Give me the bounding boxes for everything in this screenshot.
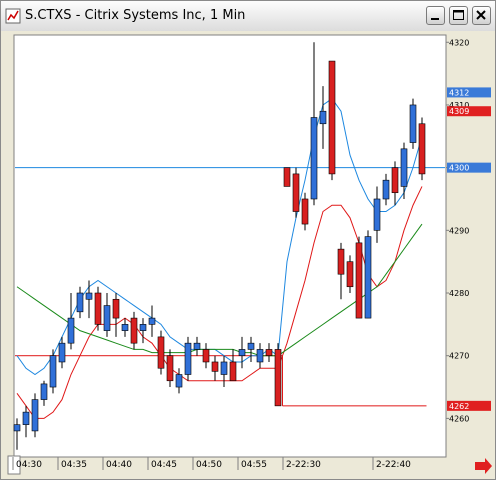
candle-body xyxy=(148,317,156,325)
maximize-button[interactable] xyxy=(449,6,468,25)
candle-body xyxy=(337,248,345,275)
candle-body xyxy=(112,298,120,319)
candle-body xyxy=(94,292,102,325)
candle-body xyxy=(184,342,192,375)
candle-body xyxy=(328,60,336,175)
candle-body xyxy=(49,355,57,388)
x-tick-label: 04:35 xyxy=(61,460,87,470)
candle-body xyxy=(175,374,183,388)
candle-body xyxy=(301,198,309,225)
candle-body xyxy=(400,148,408,187)
window-title: S.CTXS - Citrix Systems Inc, 1 Min xyxy=(25,8,246,23)
candle-body xyxy=(310,117,318,200)
candle-body xyxy=(13,424,21,432)
candle-body xyxy=(130,317,138,344)
candle-body xyxy=(283,167,291,187)
scroll-box[interactable] xyxy=(7,455,21,475)
candle-body xyxy=(103,305,111,331)
candle-body xyxy=(193,342,201,350)
window-icon xyxy=(5,8,21,24)
candle-body xyxy=(166,355,174,382)
price-marker-box xyxy=(447,106,491,117)
candle-body xyxy=(67,317,75,344)
candle-body xyxy=(256,349,264,363)
candle-body xyxy=(373,198,381,231)
x-tick-label: 04:55 xyxy=(241,460,267,470)
price-marker-label: 4300 xyxy=(449,164,469,173)
indicator-line xyxy=(16,186,423,419)
title-bar: S.CTXS - Citrix Systems Inc, 1 Min xyxy=(1,1,495,31)
candle-body xyxy=(355,242,363,319)
y-tick-label: 4290 xyxy=(449,226,469,235)
x-tick-label: 2-22:30 xyxy=(286,460,321,470)
price-marker-box xyxy=(447,400,491,411)
candle-body xyxy=(391,167,399,194)
candle-body xyxy=(319,110,327,125)
chart: 4260 4270 4280 4290 4300 4310 4320 04:30 04:35 04… xyxy=(7,34,492,475)
candle-body xyxy=(85,292,93,300)
candle-body xyxy=(247,342,255,350)
price-marker-label: 4312 xyxy=(449,88,469,97)
candle-body xyxy=(58,342,66,363)
candle-body xyxy=(418,123,426,175)
y-tick-label: 4270 xyxy=(449,352,469,361)
x-tick-label: 04:40 xyxy=(106,460,132,470)
y-tick-label: 4280 xyxy=(449,289,469,298)
price-marker-box xyxy=(447,162,491,173)
candle-body xyxy=(139,324,147,331)
close-button[interactable] xyxy=(472,6,491,25)
candle-body xyxy=(31,399,39,432)
candle-body xyxy=(274,349,282,407)
candle-body xyxy=(382,179,390,200)
candle-body xyxy=(346,261,354,288)
minimize-button[interactable] xyxy=(426,6,445,25)
candle-body xyxy=(76,292,84,313)
price-marker-label: 4309 xyxy=(449,107,469,116)
x-tick-label: 04:45 xyxy=(151,460,177,470)
indicator-line xyxy=(16,97,423,376)
candle-body xyxy=(220,361,228,375)
plot-area xyxy=(13,34,447,458)
candle-body xyxy=(238,349,246,357)
y-tick-label: 4320 xyxy=(449,38,469,47)
y-tick-label: 4310 xyxy=(449,101,469,110)
scroll-arrow[interactable] xyxy=(475,458,492,474)
candle-body xyxy=(229,361,237,382)
candle-body xyxy=(121,324,129,331)
x-tick-label: 04:30 xyxy=(16,460,42,470)
candle-body xyxy=(157,336,165,369)
candle-body xyxy=(409,104,417,143)
price-marker-box xyxy=(447,87,491,98)
candle-body xyxy=(211,361,219,372)
x-tick-label: 2-22:40 xyxy=(376,460,411,470)
indicator-line xyxy=(16,223,423,357)
candle-body xyxy=(265,349,273,357)
candle-body xyxy=(364,236,372,319)
price-marker-label: 4262 xyxy=(449,402,469,411)
candle-body xyxy=(292,173,300,212)
candle-body xyxy=(22,411,30,425)
y-tick-label: 4260 xyxy=(449,414,469,423)
candle-body xyxy=(202,349,210,363)
candle-body xyxy=(40,383,48,400)
x-tick-label: 04:50 xyxy=(196,460,222,470)
